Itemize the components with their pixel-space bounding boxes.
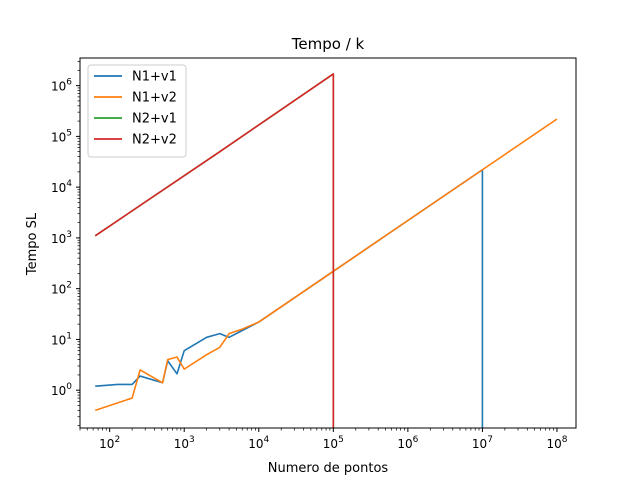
y-tick-label: 100	[51, 382, 72, 398]
legend-label: N2+v1	[132, 112, 177, 127]
x-tick-label: 106	[397, 435, 418, 451]
legend-label: N1+v1	[132, 70, 177, 85]
y-tick-label: 101	[51, 331, 72, 347]
series-layer	[94, 73, 558, 428]
y-tick-label: 105	[51, 128, 72, 144]
y-axis-label: Tempo SL	[25, 212, 40, 276]
legend-label: N2+v2	[132, 133, 177, 148]
x-tick-label: 108	[546, 435, 567, 451]
series-line-n1-v2	[94, 118, 558, 412]
y-tick-label: 102	[51, 281, 72, 297]
y-tick-label: 106	[51, 78, 72, 94]
legend: N1+v1 N1+v2 N2+v1 N2+v2	[87, 64, 187, 158]
chart-title: Tempo / k	[291, 35, 365, 53]
x-tick-label: 107	[472, 435, 493, 451]
ticks-layer: 102 103 104 105 106 107 108 100 101 102 103 104 105 1…	[51, 61, 568, 451]
series-line-n2-v2	[94, 73, 335, 428]
x-tick-label: 105	[323, 435, 344, 451]
y-tick-label: 103	[51, 230, 72, 246]
x-tick-label: 103	[174, 435, 195, 451]
x-tick-label: 102	[99, 435, 120, 451]
legend-box	[87, 64, 187, 158]
legend-label: N1+v2	[132, 91, 177, 106]
x-tick-label: 104	[248, 435, 269, 451]
y-tick-label: 104	[51, 179, 72, 195]
x-axis-label: Numero de pontos	[268, 461, 389, 476]
